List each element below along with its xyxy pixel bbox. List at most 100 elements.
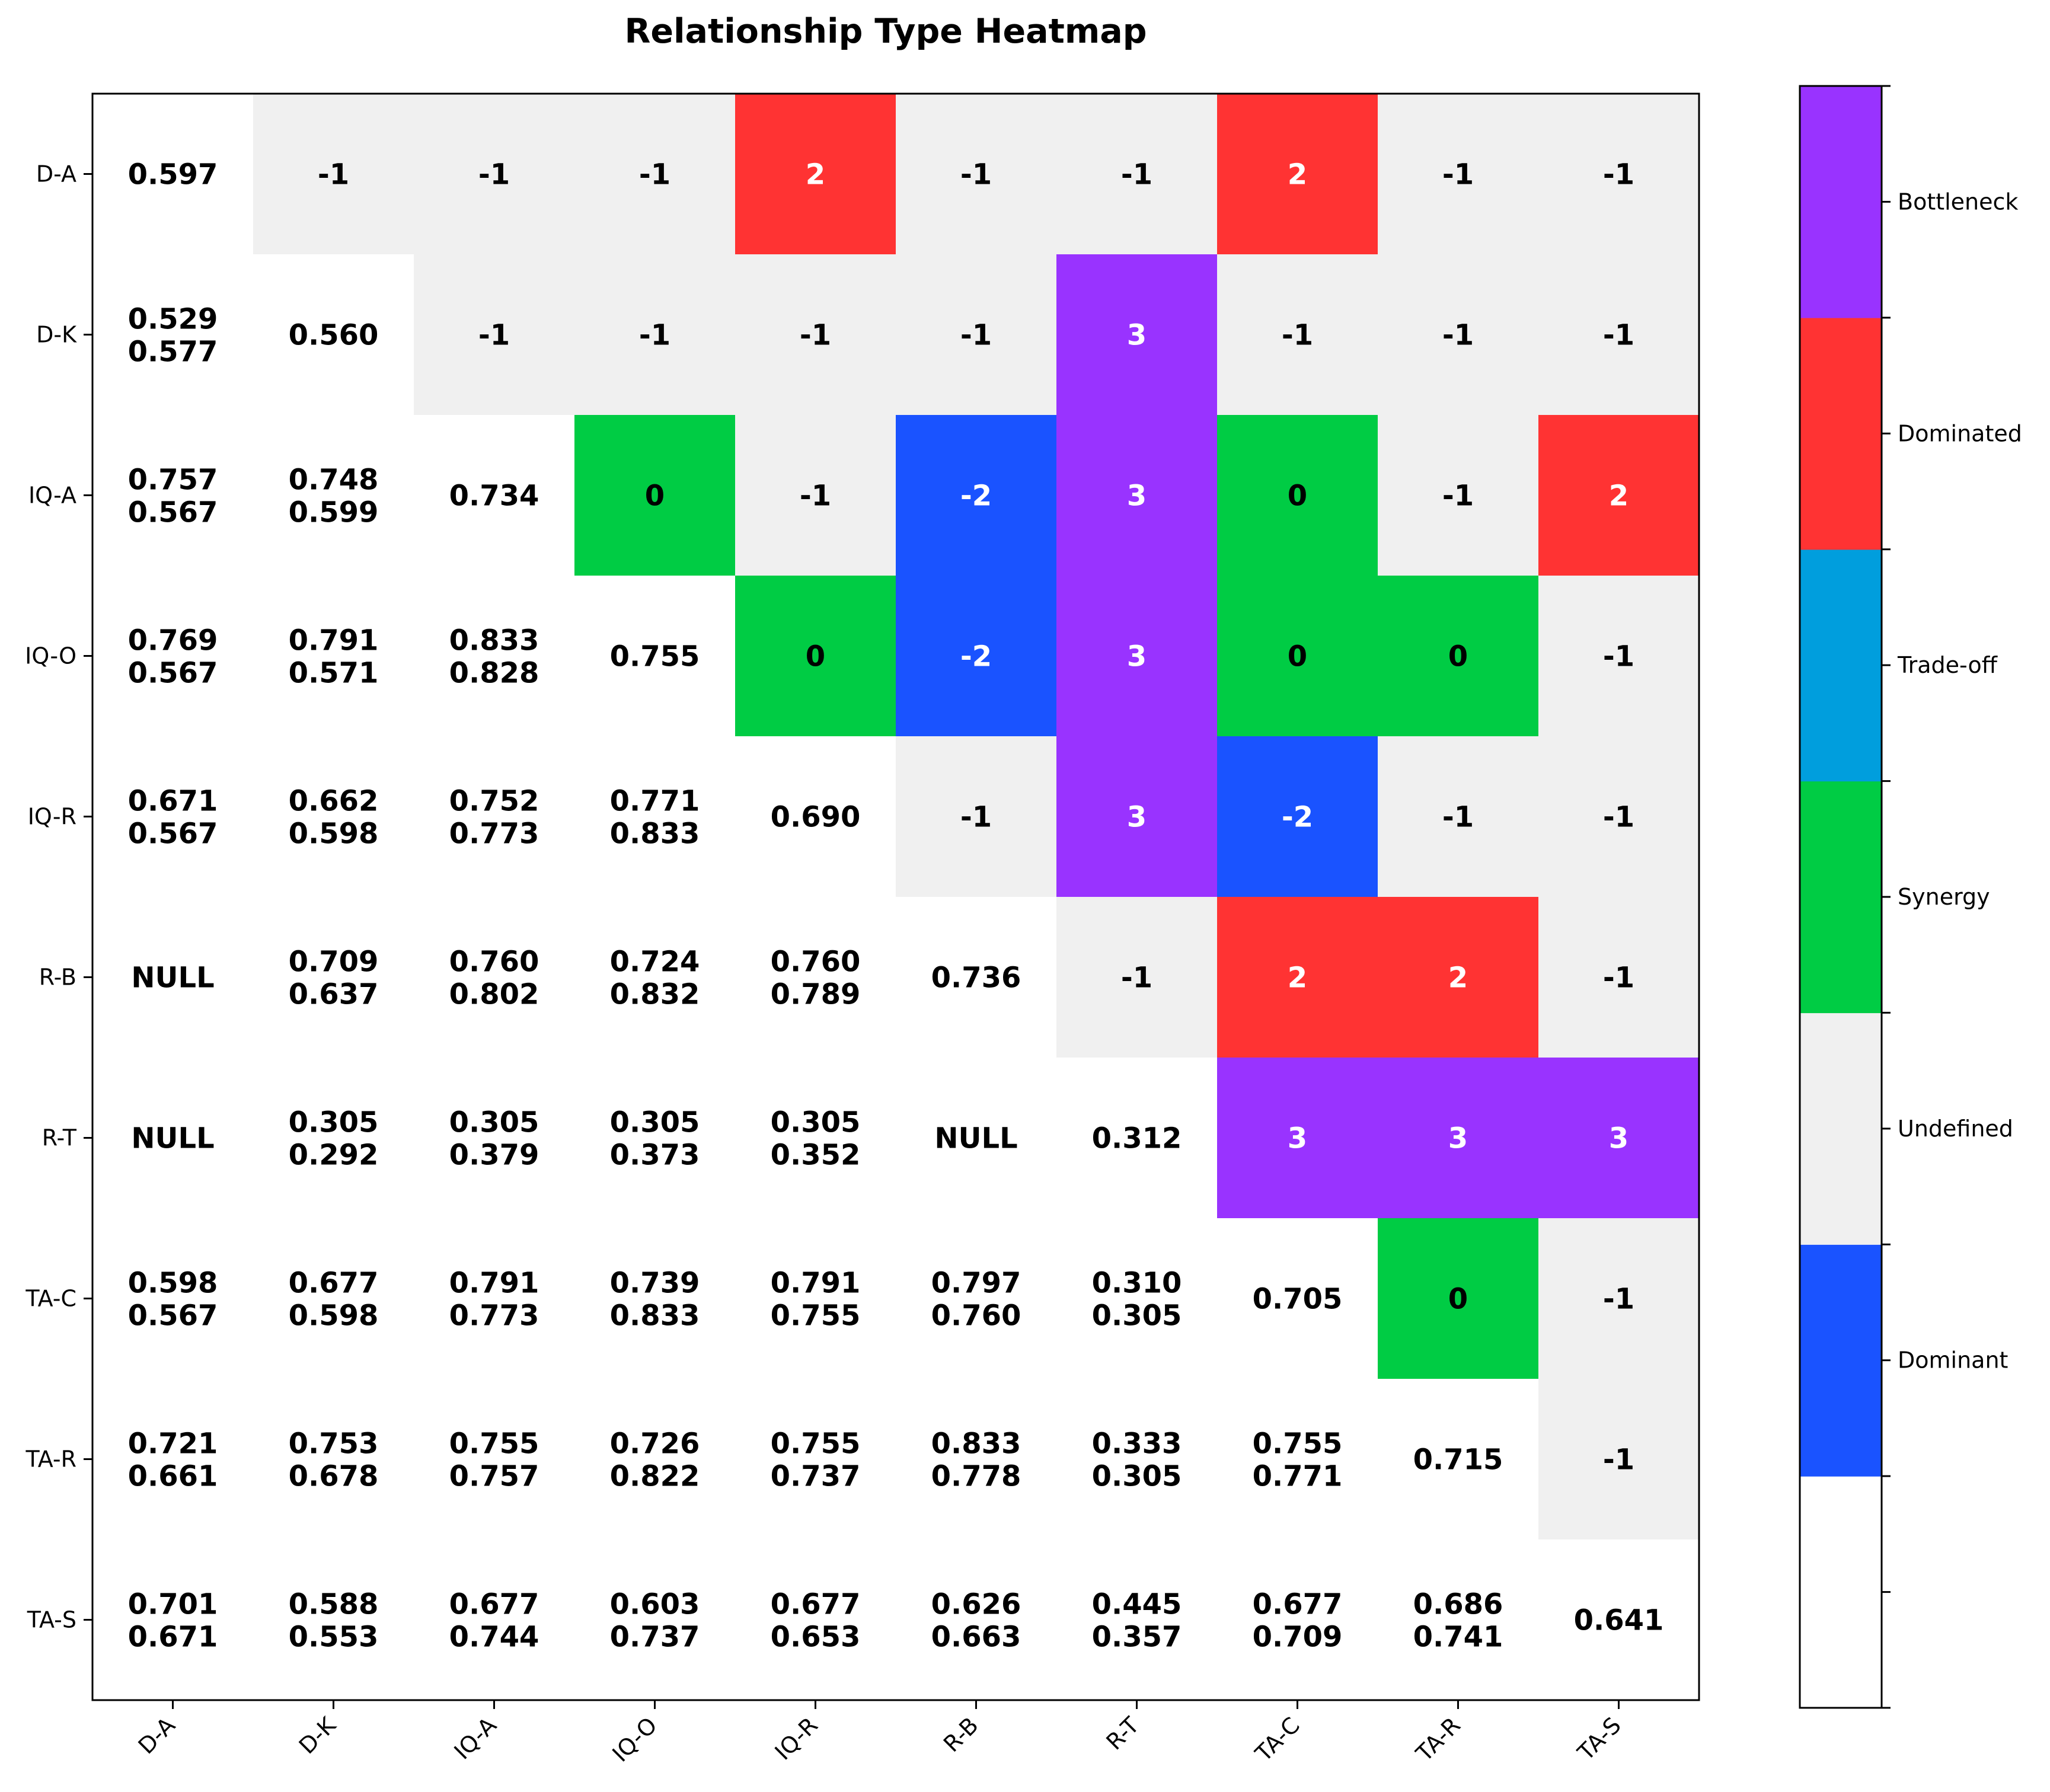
cell-label-R-B-D-K: 0.709 0.637 <box>289 945 379 1011</box>
cell-label-IQ-R-TA-C: -2 <box>1282 801 1313 834</box>
heatmap-cell-R-T-R-B <box>896 1058 1057 1219</box>
cell-label-TA-R-R-T: 0.333 0.305 <box>1092 1427 1182 1493</box>
cell-label-IQ-A-D-K: 0.748 0.599 <box>289 464 379 529</box>
cell-label-IQ-R-IQ-O: 0.771 0.833 <box>610 785 700 851</box>
heatmap-cell-IQ-R-D-A <box>92 736 254 897</box>
heatmap-cell-D-A-IQ-R <box>735 94 896 255</box>
cell-label-TA-C-IQ-A: 0.791 0.773 <box>449 1267 539 1333</box>
heatmap-cell-TA-R-R-B <box>896 1379 1057 1540</box>
x-axis-ticks: D-A D-K IQ-A IQ-O IQ-R R-B R-T TA-C TA-R TA-S <box>133 1700 1626 1767</box>
cell-label-TA-S-IQ-O: 0.603 0.737 <box>610 1588 700 1654</box>
cell-label-IQ-A-TA-S: 2 <box>1609 480 1628 513</box>
heatmap-cell-IQ-R-IQ-R <box>735 736 896 897</box>
heatmap-cell-TA-C-TA-R <box>1378 1218 1539 1379</box>
cell-label-IQ-O-TA-S: -1 <box>1603 640 1634 673</box>
cell-label-IQ-R-TA-R: -1 <box>1442 801 1474 834</box>
heatmap-cell-R-T-D-A <box>92 1058 254 1219</box>
cell-label-R-T-TA-S: 3 <box>1609 1122 1628 1155</box>
heatmap-cell-TA-C-D-A <box>92 1218 254 1379</box>
cell-label-TA-S-IQ-R: 0.677 0.653 <box>771 1588 861 1654</box>
cell-label-R-B-IQ-A: 0.760 0.802 <box>449 945 539 1011</box>
heatmap-cell-TA-C-IQ-O <box>574 1218 736 1379</box>
cell-label-TA-R-IQ-O: 0.726 0.822 <box>610 1427 700 1493</box>
heatmap-cell-R-B-TA-R <box>1378 897 1539 1058</box>
cell-label-TA-C-D-K: 0.677 0.598 <box>289 1267 379 1333</box>
cell-label-IQ-R-R-T: 3 <box>1127 801 1147 834</box>
cell-label-R-B-D-A: NULL <box>131 962 214 995</box>
cell-label-D-A-IQ-O: -1 <box>639 158 670 191</box>
cell-label-IQ-R-IQ-A: 0.752 0.773 <box>449 785 539 851</box>
heatmap-cell-D-A-IQ-O <box>574 94 736 255</box>
heatmap-cell-TA-S-R-T <box>1056 1539 1218 1701</box>
heatmap-cell-R-T-TA-S <box>1538 1058 1700 1219</box>
cell-label-IQ-R-R-B: -1 <box>960 801 992 834</box>
heatmap-cell-TA-S-IQ-O <box>574 1539 736 1701</box>
x-tick-label: R-B <box>938 1712 984 1757</box>
heatmap-cell-TA-S-TA-S <box>1538 1539 1700 1701</box>
cell-label-D-K-IQ-A: -1 <box>478 319 510 352</box>
heatmap-cell-IQ-A-IQ-R <box>735 415 896 576</box>
heatmap-cell-R-T-TA-R <box>1378 1058 1539 1219</box>
heatmap-cell-TA-S-R-B <box>896 1539 1057 1701</box>
cell-label-IQ-O-R-T: 3 <box>1127 640 1147 673</box>
chart-title: Relationship Type Heatmap <box>624 12 1147 51</box>
heatmap-cell-IQ-R-R-T <box>1056 736 1218 897</box>
cell-label-IQ-R-TA-S: -1 <box>1603 801 1634 834</box>
y-tick-label: TA-R <box>25 1446 76 1472</box>
cell-label-TA-S-R-T: 0.445 0.357 <box>1092 1588 1182 1654</box>
heatmap-cell-R-T-IQ-R <box>735 1058 896 1219</box>
colorbar: Dominant Undefined Synergy Trade-off Dominat… <box>1799 85 2022 1709</box>
heatmap-cell-D-A-R-T <box>1056 94 1218 255</box>
heatmap-cell-TA-R-TA-S <box>1538 1379 1700 1540</box>
cell-label-TA-S-TA-R: 0.686 0.741 <box>1413 1588 1503 1654</box>
heatmap-cell-D-K-D-A <box>92 254 254 416</box>
x-tick-label: D-K <box>294 1711 341 1759</box>
heatmap-cell-TA-S-D-A <box>92 1539 254 1701</box>
heatmap-cell-IQ-O-R-T <box>1056 576 1218 737</box>
heatmap-cell-D-K-IQ-A <box>414 254 575 416</box>
heatmap-cell-R-T-IQ-A <box>414 1058 575 1219</box>
cell-label-D-A-TA-R: -1 <box>1442 158 1474 191</box>
heatmap-cell-IQ-A-IQ-A <box>414 415 575 576</box>
y-axis-ticks: D-A D-K IQ-A IQ-O IQ-R R-B R-T TA-C TA-R TA-S <box>25 161 92 1633</box>
cell-label-TA-C-TA-S: -1 <box>1603 1283 1634 1316</box>
heatmap-cell-IQ-O-D-A <box>92 576 254 737</box>
cell-label-IQ-A-TA-R: -1 <box>1442 480 1474 513</box>
x-tick-label: R-T <box>1101 1712 1145 1755</box>
heatmap-cell-IQ-O-IQ-A <box>414 576 575 737</box>
heatmap-cell-R-B-D-A <box>92 897 254 1058</box>
cell-label-D-K-IQ-O: -1 <box>639 319 670 352</box>
cell-label-IQ-O-IQ-R: 0 <box>806 640 825 673</box>
heatmap-cell-R-T-TA-C <box>1217 1058 1378 1219</box>
cell-label-IQ-O-TA-R: 0 <box>1448 640 1468 673</box>
cell-label-IQ-O-D-A: 0.769 0.567 <box>128 624 218 690</box>
heatmap-cell-TA-C-R-B <box>896 1218 1057 1379</box>
colorbar-label: Dominated <box>1898 420 2022 446</box>
cell-label-R-T-R-B: NULL <box>934 1122 1017 1155</box>
colorbar-label: Trade-off <box>1897 652 1998 678</box>
cell-label-R-T-IQ-O: 0.305 0.373 <box>610 1106 700 1172</box>
cell-label-R-B-TA-C: 2 <box>1288 962 1307 995</box>
cell-label-R-T-TA-C: 3 <box>1288 1122 1307 1155</box>
y-tick-label: R-B <box>39 964 76 991</box>
cell-label-IQ-R-IQ-R: 0.690 <box>771 801 861 834</box>
heatmap-cell-R-B-TA-C <box>1217 897 1378 1058</box>
heatmap-cell-TA-R-R-T <box>1056 1379 1218 1540</box>
heatmap-cell-R-T-R-T <box>1056 1058 1218 1219</box>
cell-label-IQ-A-IQ-O: 0 <box>645 480 665 513</box>
heatmap-cell-IQ-O-R-B <box>896 576 1057 737</box>
heatmap-cell-TA-R-IQ-R <box>735 1379 896 1540</box>
heatmap-cell-D-A-D-A <box>92 94 254 255</box>
heatmap-cell-D-K-IQ-O <box>574 254 736 416</box>
cell-label-R-T-D-A: NULL <box>131 1122 214 1155</box>
heatmap-cell-TA-S-TA-R <box>1378 1539 1539 1701</box>
cell-label-R-B-TA-R: 2 <box>1448 962 1468 995</box>
x-tick-label: IQ-O <box>607 1712 662 1767</box>
heatmap-cell-TA-S-IQ-A <box>414 1539 575 1701</box>
heatmap-cell-D-A-IQ-A <box>414 94 575 255</box>
cell-label-D-A-R-T: -1 <box>1121 158 1152 191</box>
heatmap-cell-D-A-D-K <box>253 94 414 255</box>
heatmap-cell-IQ-R-IQ-A <box>414 736 575 897</box>
colorbar-segment <box>1800 86 1882 318</box>
colorbar-label: Undefined <box>1898 1116 2013 1142</box>
